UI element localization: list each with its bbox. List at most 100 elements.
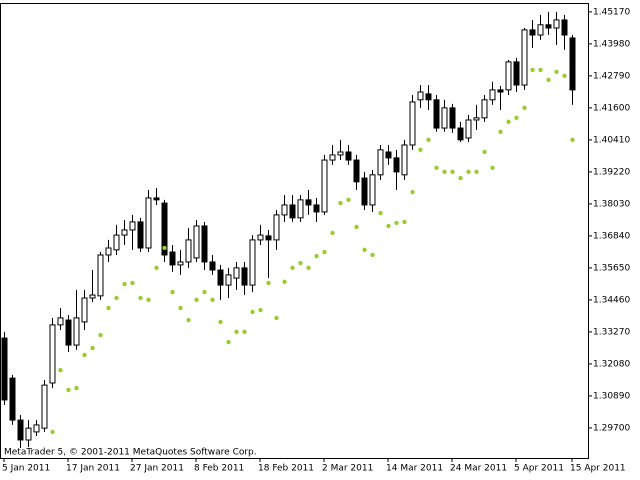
y-tick-label: 1.42790 bbox=[593, 71, 630, 81]
candle-body bbox=[385, 151, 392, 159]
x-tick-label: 5 Jan 2011 bbox=[2, 464, 50, 474]
candle-body bbox=[177, 261, 184, 266]
sar-dot bbox=[106, 305, 111, 311]
sar-dot bbox=[314, 253, 319, 259]
sar-dot bbox=[98, 332, 103, 338]
candle-body bbox=[137, 221, 144, 249]
sar-dot bbox=[74, 385, 79, 391]
candle-body bbox=[169, 251, 176, 266]
x-tick-label: 27 Jan 2011 bbox=[130, 464, 184, 474]
sar-dot bbox=[554, 69, 559, 75]
y-tick-label: 1.33270 bbox=[593, 327, 630, 337]
y-tick-label: 1.45170 bbox=[593, 7, 630, 17]
candle-body bbox=[265, 235, 272, 241]
sar-dot bbox=[466, 169, 471, 175]
candle-body bbox=[545, 24, 552, 29]
sar-dot bbox=[538, 67, 543, 73]
candle-body bbox=[409, 101, 416, 146]
sar-dot bbox=[426, 137, 431, 143]
candle-body bbox=[281, 204, 288, 216]
x-tick-label: 18 Feb 2011 bbox=[258, 464, 314, 474]
x-tick-label: 14 Mar 2011 bbox=[386, 464, 443, 474]
sar-dot bbox=[386, 223, 391, 229]
sar-dot bbox=[418, 147, 423, 153]
x-tick-label: 5 Apr 2011 bbox=[514, 464, 564, 474]
sar-dot bbox=[474, 169, 479, 175]
candle-body bbox=[473, 117, 480, 121]
candle-body bbox=[249, 239, 256, 286]
candle-body bbox=[481, 99, 488, 119]
sar-dot bbox=[322, 249, 327, 255]
sar-dot bbox=[146, 297, 151, 303]
sar-dot bbox=[506, 119, 511, 125]
candle-body bbox=[537, 24, 544, 36]
sar-dot bbox=[362, 247, 367, 253]
sar-dot bbox=[402, 219, 407, 225]
candle-body bbox=[81, 297, 88, 323]
candle-body bbox=[49, 324, 56, 384]
sar-dot bbox=[186, 317, 191, 323]
sar-dot bbox=[210, 297, 215, 303]
sar-dot bbox=[458, 175, 463, 181]
candle-body bbox=[337, 151, 344, 156]
y-tick-label: 1.30890 bbox=[593, 391, 630, 401]
candle-body bbox=[353, 159, 360, 183]
sar-dot bbox=[50, 429, 55, 435]
candle-body bbox=[153, 197, 160, 201]
candle-body bbox=[561, 19, 568, 36]
sar-dot bbox=[562, 73, 567, 79]
candle-body bbox=[345, 151, 352, 161]
candle-body bbox=[57, 317, 64, 326]
y-tick-label: 1.34460 bbox=[593, 295, 630, 305]
sar-dot bbox=[482, 149, 487, 155]
sar-dot bbox=[90, 345, 95, 351]
candle-body bbox=[41, 384, 48, 429]
sar-dot bbox=[410, 189, 415, 195]
y-tick-label: 1.39220 bbox=[593, 167, 630, 177]
y-tick-label: 1.32080 bbox=[593, 359, 630, 369]
candle-body bbox=[161, 202, 168, 256]
candle-body bbox=[73, 317, 80, 346]
sar-dot bbox=[82, 352, 87, 358]
candle-body bbox=[449, 107, 456, 129]
candle-body bbox=[505, 61, 512, 91]
sar-dot bbox=[58, 367, 63, 373]
sar-dot bbox=[298, 260, 303, 266]
candle-body bbox=[553, 19, 560, 29]
y-tick-label: 1.43980 bbox=[593, 39, 630, 49]
sar-dot bbox=[138, 295, 143, 301]
sar-dot bbox=[490, 165, 495, 171]
sar-dot bbox=[370, 252, 375, 258]
y-tick-label: 1.41600 bbox=[593, 103, 630, 113]
sar-dot bbox=[250, 309, 255, 315]
sar-dot bbox=[274, 315, 279, 321]
candle-body bbox=[377, 149, 384, 176]
candle-body bbox=[89, 294, 96, 299]
candle-body bbox=[25, 427, 32, 441]
x-tick-label: 8 Feb 2011 bbox=[194, 464, 244, 474]
y-tick-label: 1.35650 bbox=[593, 263, 630, 273]
x-tick-label: 17 Jan 2011 bbox=[66, 464, 120, 474]
candle-body bbox=[113, 234, 120, 251]
candle-body bbox=[145, 197, 152, 249]
sar-dot bbox=[346, 197, 351, 203]
x-tick-label: 24 Mar 2011 bbox=[450, 464, 507, 474]
sar-dot bbox=[226, 339, 231, 345]
sar-dot bbox=[354, 224, 359, 230]
candle-body bbox=[465, 119, 472, 139]
candle-body bbox=[209, 261, 216, 271]
sar-dot bbox=[514, 115, 519, 121]
sar-dot bbox=[570, 137, 575, 143]
candle-body bbox=[313, 204, 320, 213]
sar-dot bbox=[330, 230, 335, 236]
y-tick-label: 1.36840 bbox=[593, 231, 630, 241]
candle-body bbox=[257, 234, 264, 241]
candle-body bbox=[457, 127, 464, 141]
sar-dot bbox=[122, 281, 127, 287]
candle-body bbox=[9, 377, 16, 421]
candle-body bbox=[521, 29, 528, 86]
candle-body bbox=[393, 157, 400, 173]
candle-body bbox=[433, 99, 440, 129]
sar-dot bbox=[202, 289, 207, 295]
